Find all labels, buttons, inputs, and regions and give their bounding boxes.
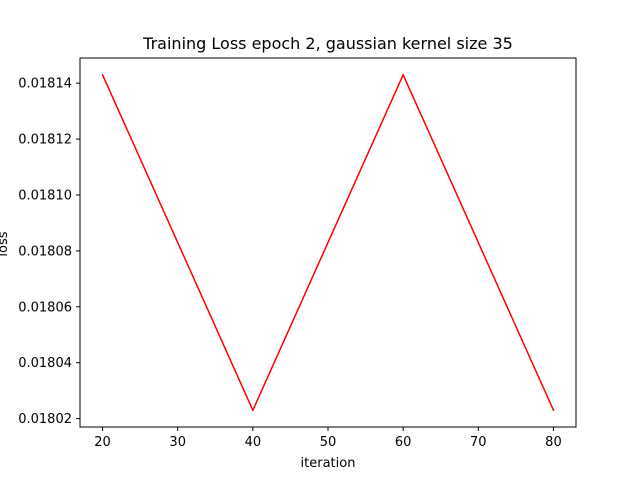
chart-title: Training Loss epoch 2, gaussian kernel s…: [142, 34, 513, 53]
y-tick-label: 0.01814: [18, 77, 72, 92]
y-tick-label: 0.01806: [18, 300, 72, 315]
y-tick-label: 0.01808: [18, 244, 72, 259]
x-tick-label: 60: [395, 435, 412, 450]
x-tick-label: 40: [245, 435, 262, 450]
x-axis-ticks: 20 30 40 50 60 70 80: [94, 427, 562, 450]
x-tick-label: 70: [470, 435, 487, 450]
x-tick-label: 30: [169, 435, 186, 450]
loss-series-line: [101, 74, 555, 411]
loss-data-point: [402, 73, 404, 76]
series-layer: [101, 73, 555, 412]
y-axis-ticks: 0.01802 0.01804 0.01806 0.01808 0.01810 0.018…: [18, 77, 80, 427]
x-tick-label: 80: [545, 435, 562, 450]
loss-data-point: [101, 73, 104, 76]
y-axis-label: loss: [0, 231, 11, 256]
y-tick-label: 0.01812: [18, 133, 72, 148]
y-tick-label: 0.01804: [18, 356, 72, 371]
x-tick-label: 50: [320, 435, 337, 450]
y-tick-label: 0.01802: [18, 412, 72, 427]
y-tick-label: 0.01810: [18, 188, 72, 203]
x-axis-label: iteration: [301, 456, 356, 471]
plot-area-frame: [79, 57, 577, 428]
x-tick-label: 20: [94, 435, 111, 450]
loss-data-point: [552, 409, 555, 412]
loss-data-point: [252, 409, 254, 412]
